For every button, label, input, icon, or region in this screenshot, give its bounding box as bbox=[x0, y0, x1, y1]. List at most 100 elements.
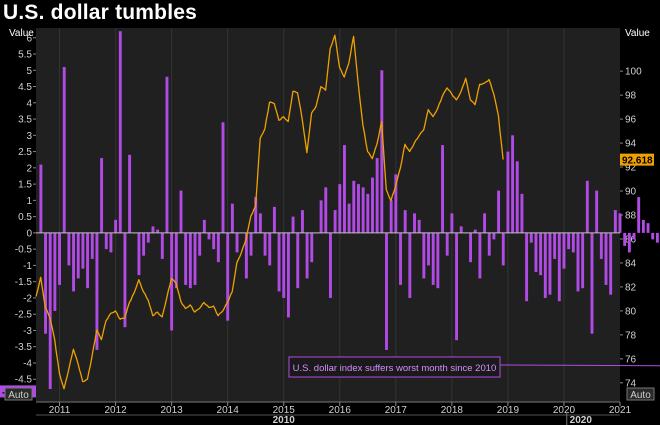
x-tick-label: 2017 bbox=[385, 405, 408, 416]
bar bbox=[627, 232, 631, 253]
left-tick-label: -4.5 bbox=[15, 375, 33, 386]
year-band-label-2020: 2020 bbox=[570, 415, 593, 425]
bar bbox=[324, 187, 328, 233]
bar bbox=[646, 223, 650, 233]
bar bbox=[366, 193, 370, 233]
bar bbox=[123, 232, 127, 328]
x-tick-label: 2019 bbox=[497, 405, 520, 416]
right-tick-label: 100 bbox=[625, 67, 642, 78]
bar bbox=[76, 232, 80, 279]
left-tick-label: -1 bbox=[23, 261, 32, 272]
bar bbox=[413, 213, 416, 233]
bar bbox=[520, 193, 524, 233]
bar bbox=[408, 232, 412, 298]
bar bbox=[651, 232, 655, 240]
right-axis-title: Value bbox=[625, 28, 650, 39]
bar bbox=[100, 158, 104, 233]
bar bbox=[637, 197, 641, 233]
bar bbox=[585, 180, 589, 233]
bar bbox=[282, 232, 286, 298]
bar bbox=[529, 232, 533, 243]
bar bbox=[151, 226, 155, 233]
x-tick-label: 2016 bbox=[329, 405, 352, 416]
annotation-text: U.S. dollar index suffers worst month si… bbox=[293, 363, 497, 374]
bar bbox=[338, 184, 342, 233]
bar bbox=[254, 197, 258, 233]
left-tick-label: 1.5 bbox=[18, 180, 32, 191]
bar bbox=[478, 232, 482, 279]
annotation-box bbox=[288, 356, 501, 378]
left-tick-label: -1.5 bbox=[15, 277, 33, 288]
bar bbox=[305, 232, 309, 279]
bar bbox=[207, 232, 211, 240]
right-tick-label: 74 bbox=[625, 378, 637, 389]
left-tick-label: -0.5 bbox=[15, 245, 33, 256]
x-tick-label: 2020 bbox=[553, 405, 576, 416]
bar bbox=[263, 232, 267, 256]
bar bbox=[226, 232, 230, 321]
right-tick-label: 88 bbox=[625, 211, 637, 222]
bar bbox=[230, 203, 234, 233]
right-tick-label: 98 bbox=[625, 91, 637, 102]
bar bbox=[655, 232, 659, 243]
bar bbox=[436, 232, 440, 289]
left-tick-label: 0 bbox=[26, 228, 32, 239]
bar bbox=[184, 232, 188, 285]
x-tick-label: 2014 bbox=[217, 405, 240, 416]
left-tick-label: -3.5 bbox=[15, 342, 33, 353]
bar bbox=[72, 232, 76, 292]
plot-area bbox=[36, 28, 620, 402]
bar bbox=[272, 206, 276, 233]
year-band-label-2010: 2010 bbox=[273, 415, 296, 425]
bar bbox=[441, 145, 444, 233]
bar bbox=[258, 213, 262, 233]
bar bbox=[319, 200, 323, 233]
right-tick-label: 76 bbox=[625, 354, 637, 365]
x-tick-label: 2011 bbox=[49, 405, 71, 416]
bar bbox=[417, 219, 421, 233]
bar bbox=[515, 161, 519, 233]
x-tick-label: 2015 bbox=[273, 405, 296, 416]
bar bbox=[104, 232, 108, 250]
bar bbox=[212, 232, 216, 250]
bar bbox=[525, 232, 529, 302]
left-tick-label: 3 bbox=[26, 131, 32, 142]
bar bbox=[198, 232, 202, 256]
bar bbox=[599, 232, 603, 259]
bar bbox=[399, 232, 402, 285]
bar bbox=[277, 232, 281, 292]
bar bbox=[548, 232, 552, 295]
bar bbox=[632, 232, 636, 240]
bar bbox=[431, 232, 435, 285]
bar bbox=[352, 180, 356, 233]
bar bbox=[286, 232, 290, 318]
left-tick-label: -4 bbox=[23, 358, 32, 369]
auto-button-left bbox=[4, 387, 33, 401]
bar bbox=[445, 232, 449, 256]
bar bbox=[511, 135, 515, 233]
left-tick-label: -2 bbox=[23, 293, 32, 304]
bar bbox=[156, 229, 160, 233]
left-tick-label: 5.5 bbox=[18, 50, 32, 61]
bar bbox=[48, 232, 52, 389]
bar bbox=[483, 213, 487, 233]
bar bbox=[343, 145, 346, 233]
bar bbox=[249, 232, 253, 256]
bar bbox=[357, 184, 360, 233]
right-tick-label: 94 bbox=[625, 139, 637, 150]
bar bbox=[604, 232, 608, 285]
bar bbox=[394, 174, 398, 233]
bar bbox=[170, 232, 174, 331]
bar bbox=[300, 210, 304, 233]
bar bbox=[595, 190, 599, 233]
bar bbox=[90, 232, 94, 259]
chart-title: U.S. dollar tumbles bbox=[3, 1, 197, 24]
bar bbox=[567, 232, 571, 250]
bar bbox=[165, 76, 169, 233]
left-tick-label: 0.5 bbox=[18, 212, 32, 223]
right-tick-label: 92 bbox=[625, 163, 637, 174]
bar bbox=[497, 190, 501, 233]
bar bbox=[202, 219, 206, 233]
bar bbox=[95, 232, 99, 350]
bar bbox=[469, 232, 473, 263]
